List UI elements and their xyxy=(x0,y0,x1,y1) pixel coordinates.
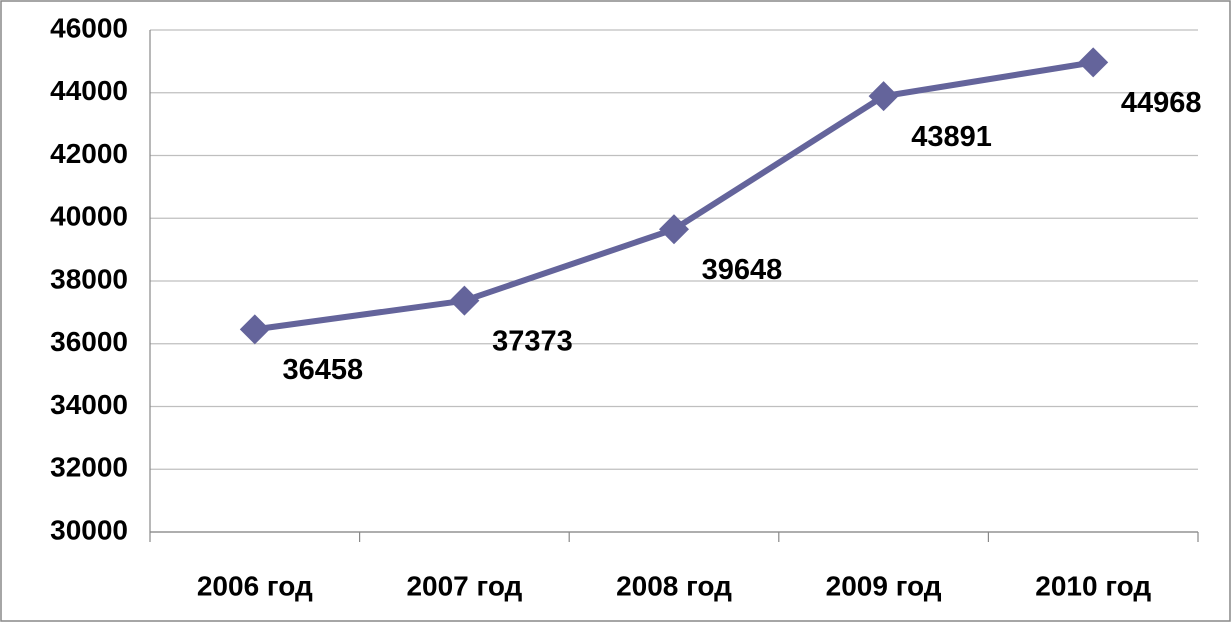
y-tick-label: 32000 xyxy=(50,452,128,483)
data-label: 37373 xyxy=(492,325,573,357)
point-marker xyxy=(868,81,899,112)
y-tick-label: 36000 xyxy=(50,326,128,357)
y-tick-label: 42000 xyxy=(50,138,128,169)
y-tick-label: 46000 xyxy=(50,12,128,43)
point-marker xyxy=(1078,47,1109,78)
y-tick-label: 44000 xyxy=(50,75,128,106)
y-tick-label: 30000 xyxy=(50,514,128,545)
x-tick-label: 2009 год xyxy=(826,570,942,601)
x-tick-label: 2006 год xyxy=(197,570,313,601)
x-tick-label: 2008 год xyxy=(616,570,732,601)
point-marker xyxy=(239,314,270,345)
x-tick-label: 2010 год xyxy=(1035,570,1151,601)
point-marker xyxy=(449,285,480,316)
data-label: 44968 xyxy=(1121,87,1202,119)
y-tick-label: 40000 xyxy=(50,201,128,232)
y-tick-label: 38000 xyxy=(50,263,128,294)
y-tick-label: 34000 xyxy=(50,389,128,420)
data-label: 36458 xyxy=(282,354,363,386)
x-tick-label: 2007 год xyxy=(406,570,522,601)
data-label: 39648 xyxy=(702,254,783,286)
point-marker xyxy=(659,214,689,245)
data-label: 43891 xyxy=(911,121,992,153)
